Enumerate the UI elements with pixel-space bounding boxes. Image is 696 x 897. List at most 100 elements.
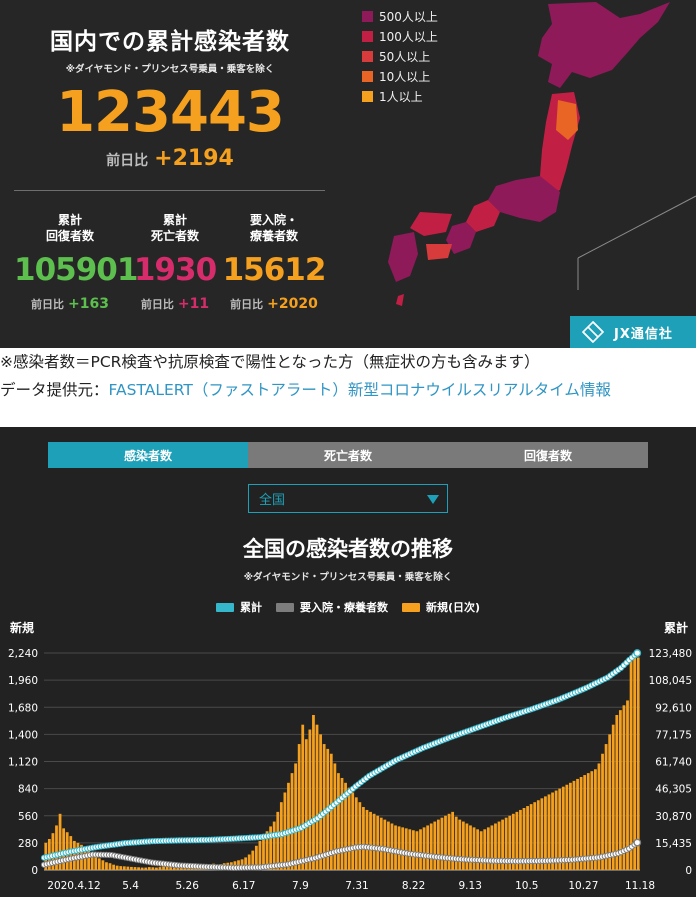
daily-bar bbox=[569, 782, 572, 870]
daily-bar bbox=[105, 862, 108, 870]
map-region-iwate[interactable] bbox=[556, 100, 578, 140]
daily-bar bbox=[544, 796, 547, 870]
daily-bar bbox=[579, 777, 583, 870]
daily-bar bbox=[315, 724, 319, 870]
left-tick-label: 560 bbox=[18, 811, 38, 823]
stat-deaths-diff-label: 前日比 bbox=[140, 298, 174, 311]
right-tick-label: 61,740 bbox=[655, 757, 692, 769]
daily-bar bbox=[140, 867, 144, 870]
map-legend-swatch bbox=[362, 30, 373, 42]
hospitalized-point bbox=[633, 838, 642, 847]
map-legend-label: 1人以上 bbox=[379, 89, 423, 104]
map-region-shikoku[interactable] bbox=[426, 244, 452, 260]
stat-hospitalized-diff-value: +2020 bbox=[267, 296, 318, 312]
source-prefix: データ提供元： bbox=[0, 381, 109, 399]
map-legend-swatch bbox=[362, 70, 373, 82]
legend-label-cumulative: 累計 bbox=[239, 601, 262, 614]
daily-bar bbox=[411, 830, 415, 870]
daily-bar bbox=[269, 826, 273, 870]
daily-bar bbox=[276, 811, 280, 870]
total-cases-diff: 前日比 +2194 bbox=[0, 146, 340, 171]
stat-hospitalized: 要入院・ 療養者数 15612 前日比 +2020 bbox=[218, 212, 330, 312]
daily-bar bbox=[312, 715, 315, 870]
daily-bar bbox=[390, 823, 394, 870]
chart-subtitle: ※ダイヤモンド・プリンセス号乗員・乗客を除く bbox=[243, 572, 453, 583]
daily-bar bbox=[55, 825, 58, 870]
tab-recovered[interactable]: 回復者数 bbox=[448, 442, 648, 468]
legend-item-hospitalized[interactable]: 要入院・療養者数 bbox=[275, 599, 388, 615]
daily-bar bbox=[451, 811, 455, 870]
daily-bar bbox=[465, 823, 469, 870]
daily-bar bbox=[262, 836, 265, 870]
daily-bar bbox=[626, 700, 629, 870]
daily-bar bbox=[133, 867, 137, 870]
japan-map[interactable] bbox=[0, 0, 696, 348]
trend-chart[interactable]: 0 280 560 840 1,120 1,400 1,680 1,960 2,240 0 15,4… bbox=[0, 427, 696, 897]
daily-bar bbox=[362, 807, 365, 870]
daily-bar bbox=[376, 815, 380, 870]
daily-bar bbox=[301, 724, 305, 870]
daily-bar bbox=[258, 840, 262, 870]
source-link[interactable]: FASTALERT（ファストアラート）新型コロナウイルスリアルタイム情報 bbox=[108, 381, 611, 399]
stat-hospitalized-diff: 前日比 +2020 bbox=[218, 296, 330, 312]
daily-bar bbox=[397, 826, 401, 870]
daily-bar bbox=[333, 763, 337, 870]
map-region-okinawa[interactable] bbox=[396, 294, 404, 306]
daily-bar bbox=[112, 864, 115, 870]
stat-recovered-diff-label: 前日比 bbox=[31, 298, 65, 311]
map-region-chubu[interactable] bbox=[466, 200, 500, 232]
daily-bar bbox=[144, 867, 148, 870]
map-legend-label: 100人以上 bbox=[379, 29, 438, 44]
stat-hospitalized-label-line1: 要入院・ bbox=[249, 213, 298, 227]
cumulative-point bbox=[633, 649, 642, 657]
jx-brand-badge[interactable]: JX通信社 bbox=[570, 316, 696, 348]
daily-bar bbox=[565, 784, 569, 870]
daily-bar bbox=[426, 825, 430, 870]
tab-deaths[interactable]: 死亡者数 bbox=[248, 442, 448, 468]
daily-bar bbox=[558, 788, 562, 870]
tab-cases[interactable]: 感染者数 bbox=[48, 442, 248, 468]
map-legend-item: 50人以上 bbox=[362, 46, 438, 66]
stat-deaths-value: 1930 bbox=[133, 252, 217, 288]
daily-bar bbox=[369, 811, 372, 870]
map-region-chugoku[interactable] bbox=[410, 212, 452, 236]
daily-bar bbox=[304, 739, 308, 870]
daily-bar bbox=[526, 806, 529, 870]
stat-deaths: 累計 死亡者数 1930 前日比 +11 bbox=[119, 212, 231, 312]
map-region-kanto-chubu[interactable] bbox=[488, 176, 560, 222]
daily-bar bbox=[247, 854, 251, 870]
legend-item-daily[interactable]: 新規(日次) bbox=[401, 599, 480, 615]
daily-bar bbox=[155, 867, 158, 870]
daily-bar bbox=[58, 813, 62, 870]
total-diff-label: 前日比 bbox=[106, 153, 149, 169]
map-legend-label: 50人以上 bbox=[379, 49, 431, 64]
legend-item-cumulative[interactable]: 累計 bbox=[215, 599, 262, 615]
daily-bar bbox=[458, 819, 462, 870]
daily-bar bbox=[108, 863, 112, 870]
left-tick-label: 1,960 bbox=[8, 675, 38, 687]
daily-bar bbox=[130, 866, 133, 870]
stat-recovered-label: 累計 回復者数 bbox=[14, 212, 126, 246]
map-region-hokkaido[interactable] bbox=[538, 2, 670, 88]
daily-bar bbox=[494, 823, 497, 870]
daily-bar bbox=[511, 813, 515, 870]
map-region-kansai[interactable] bbox=[446, 222, 476, 254]
daily-bar bbox=[594, 769, 597, 870]
daily-bar bbox=[347, 787, 351, 870]
daily-bar bbox=[504, 817, 508, 870]
stat-hospitalized-label-line2: 療養者数 bbox=[249, 229, 298, 243]
daily-bar bbox=[379, 817, 383, 870]
daily-bar bbox=[618, 710, 622, 870]
daily-bar bbox=[551, 792, 554, 870]
daily-bar bbox=[162, 866, 165, 870]
daily-bar bbox=[308, 729, 312, 870]
map-region-kyushu[interactable] bbox=[388, 232, 418, 282]
daily-bar bbox=[615, 715, 619, 870]
daily-bar bbox=[433, 821, 437, 870]
left-tick-label: 0 bbox=[31, 865, 38, 877]
x-tick-label: 2020.4.12 bbox=[47, 880, 100, 892]
daily-bar bbox=[358, 802, 362, 870]
region-select[interactable]: 全国 bbox=[248, 484, 448, 513]
stat-deaths-label-line2: 死亡者数 bbox=[150, 229, 199, 243]
stat-deaths-diff-value: +11 bbox=[177, 296, 210, 312]
